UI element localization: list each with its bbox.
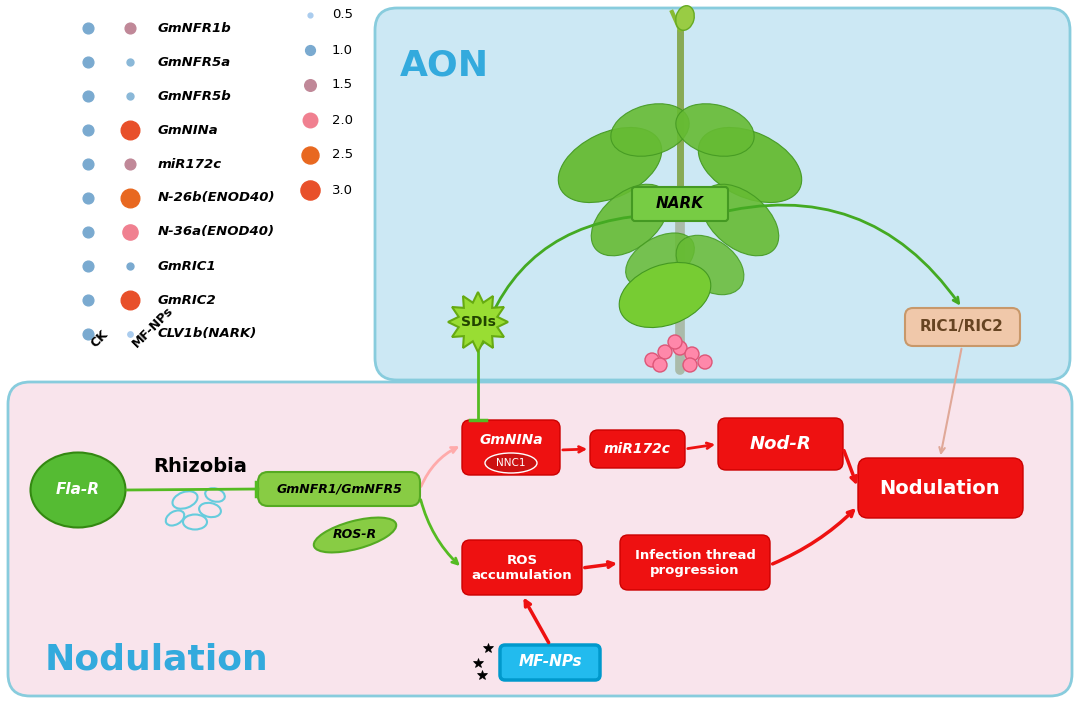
Text: Nodulation: Nodulation	[45, 643, 269, 677]
Text: ROS
accumulation: ROS accumulation	[472, 554, 572, 582]
Text: GmNFR5a: GmNFR5a	[158, 56, 231, 68]
Ellipse shape	[701, 184, 779, 256]
FancyBboxPatch shape	[375, 8, 1070, 380]
Point	[79, 328, 96, 339]
Circle shape	[653, 358, 667, 372]
Text: CK: CK	[87, 327, 110, 350]
Circle shape	[645, 353, 659, 367]
Text: RIC1/RIC2: RIC1/RIC2	[920, 320, 1004, 334]
Text: GmNINa: GmNINa	[158, 123, 219, 137]
Point	[301, 44, 319, 56]
Text: GmNFR5b: GmNFR5b	[158, 89, 232, 103]
Text: GmNINa: GmNINa	[480, 433, 543, 447]
Text: GmNFR1b: GmNFR1b	[158, 22, 232, 34]
FancyBboxPatch shape	[258, 472, 420, 506]
Polygon shape	[448, 292, 508, 352]
Point	[121, 90, 138, 101]
FancyBboxPatch shape	[858, 458, 1023, 518]
Text: SDIs: SDIs	[460, 315, 496, 329]
FancyBboxPatch shape	[905, 308, 1020, 346]
Text: miR172c: miR172c	[604, 442, 671, 456]
Circle shape	[658, 345, 672, 359]
FancyBboxPatch shape	[620, 535, 770, 590]
Point	[121, 23, 138, 34]
Point	[301, 9, 319, 20]
Point	[79, 158, 96, 170]
Text: GmRIC2: GmRIC2	[158, 294, 217, 306]
Text: MF-NPs: MF-NPs	[130, 304, 176, 350]
Text: 0.5: 0.5	[332, 8, 353, 22]
Ellipse shape	[676, 235, 744, 295]
Circle shape	[669, 335, 681, 349]
Ellipse shape	[591, 184, 669, 256]
Text: miR172c: miR172c	[158, 158, 222, 170]
Text: ROS-R: ROS-R	[333, 529, 377, 541]
Text: Nod-R: Nod-R	[750, 435, 811, 453]
FancyBboxPatch shape	[590, 430, 685, 468]
Circle shape	[698, 355, 712, 369]
FancyBboxPatch shape	[632, 187, 728, 221]
Ellipse shape	[30, 453, 125, 527]
Ellipse shape	[611, 103, 689, 156]
Text: 1.5: 1.5	[332, 79, 353, 92]
Text: CLV1b(NARK): CLV1b(NARK)	[158, 327, 257, 341]
Text: Rhizobia: Rhizobia	[153, 458, 247, 477]
Point	[79, 260, 96, 272]
Ellipse shape	[676, 6, 694, 30]
Point	[79, 90, 96, 101]
FancyBboxPatch shape	[462, 420, 561, 475]
Point	[79, 125, 96, 136]
Point	[79, 294, 96, 306]
Text: 2.5: 2.5	[332, 149, 353, 161]
Ellipse shape	[314, 517, 396, 553]
Text: Infection thread
progression: Infection thread progression	[635, 549, 755, 577]
Ellipse shape	[619, 263, 711, 327]
Ellipse shape	[625, 233, 694, 287]
Circle shape	[683, 358, 697, 372]
Point	[301, 184, 319, 196]
Text: NNC1: NNC1	[496, 458, 526, 468]
Text: MF-NPs: MF-NPs	[518, 655, 582, 670]
Ellipse shape	[699, 127, 801, 203]
Point	[79, 227, 96, 238]
Point	[121, 328, 138, 339]
FancyBboxPatch shape	[718, 418, 843, 470]
FancyBboxPatch shape	[462, 540, 582, 595]
Text: Fla-R: Fla-R	[56, 482, 100, 498]
Text: N-36a(ENOD40): N-36a(ENOD40)	[158, 225, 275, 239]
Text: 2.0: 2.0	[332, 113, 353, 127]
Point	[121, 125, 138, 136]
Text: N-26b(ENOD40): N-26b(ENOD40)	[158, 191, 275, 204]
Circle shape	[673, 341, 687, 355]
Point	[79, 56, 96, 68]
Point	[121, 192, 138, 203]
Text: NARK: NARK	[656, 196, 704, 211]
Text: 3.0: 3.0	[332, 184, 353, 196]
Point	[121, 294, 138, 306]
Point	[121, 158, 138, 170]
Point	[301, 114, 319, 125]
Point	[301, 80, 319, 91]
Ellipse shape	[558, 127, 662, 203]
Point	[79, 23, 96, 34]
Point	[79, 192, 96, 203]
Point	[301, 149, 319, 161]
Text: GmNFR1/GmNFR5: GmNFR1/GmNFR5	[276, 482, 402, 496]
Point	[121, 227, 138, 238]
Point	[121, 260, 138, 272]
FancyBboxPatch shape	[500, 645, 600, 680]
Text: Nodulation: Nodulation	[880, 479, 1000, 498]
Ellipse shape	[676, 103, 754, 156]
Text: GmRIC1: GmRIC1	[158, 260, 217, 272]
Text: 1.0: 1.0	[332, 44, 353, 56]
Point	[121, 56, 138, 68]
Ellipse shape	[485, 453, 537, 473]
Circle shape	[685, 347, 699, 361]
Text: AON: AON	[400, 48, 489, 82]
FancyBboxPatch shape	[8, 382, 1072, 696]
